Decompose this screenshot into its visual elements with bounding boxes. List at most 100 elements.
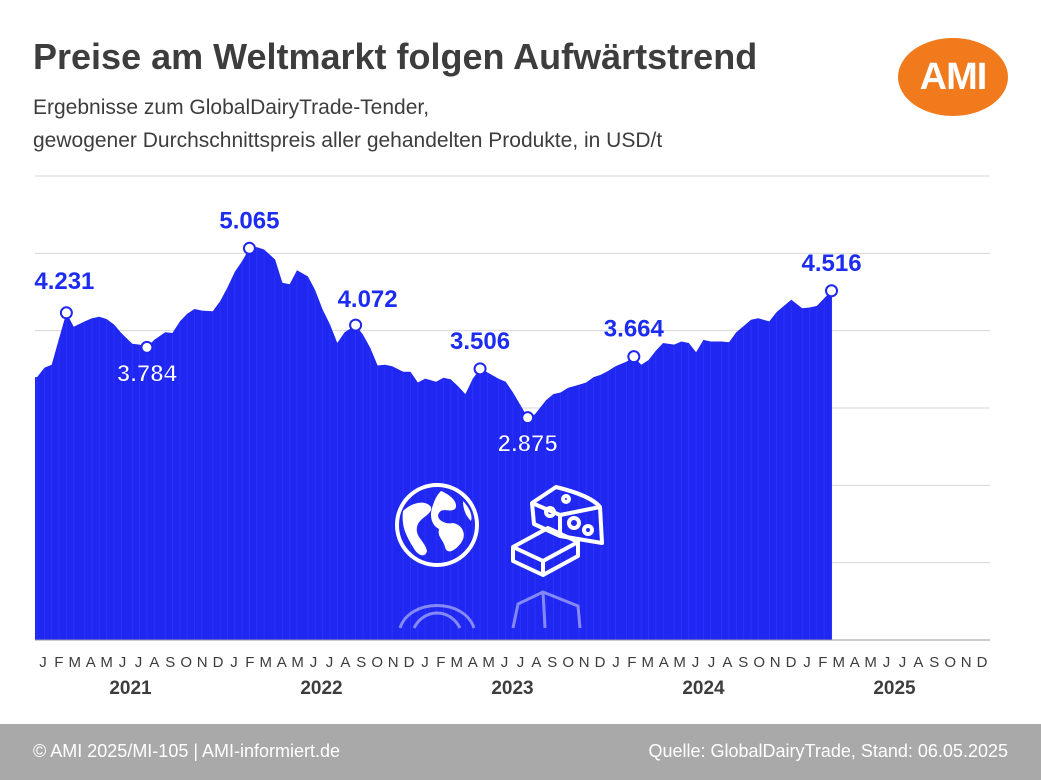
month-tick-label: S [356, 654, 366, 671]
icon-reflection [398, 590, 582, 629]
month-tick-label: M [482, 654, 495, 671]
month-tick-label: S [929, 654, 939, 671]
month-tick-label: M [833, 654, 846, 671]
month-tick-label: M [260, 654, 273, 671]
label-layer: 4.231 3.784 5.065 4.072 3.506 2.875 3.664 4.516 [34, 207, 861, 458]
month-tick-label: N [579, 654, 590, 671]
month-tick-label: O [944, 654, 956, 671]
month-tick-label: A [659, 654, 669, 671]
point-marker-4.516 [825, 284, 839, 298]
butter-block-icon [511, 526, 580, 577]
month-tick-label: N [961, 654, 972, 671]
month-tick-label: A [531, 654, 541, 671]
month-tick-label: A [86, 654, 96, 671]
month-tick-label: M [291, 654, 304, 671]
month-tick-label: S [738, 654, 748, 671]
year-label-2022: 2022 [300, 678, 342, 699]
footer-bar: © AMI 2025/MI-105 | AMI-informiert.de Qu… [0, 724, 1041, 780]
ami-logo: AMI [898, 38, 1008, 116]
data-label-5.065: 5.065 [219, 207, 279, 234]
data-label-3.506: 3.506 [450, 328, 510, 355]
area-chart: 4.231 3.784 5.065 4.072 3.506 2.875 3.664 4.516… [34, 175, 990, 699]
month-tick-label: J [230, 654, 238, 671]
month-tick-label: D [977, 654, 988, 671]
month-tick-label: D [213, 654, 224, 671]
point-marker-3.784 [140, 340, 154, 354]
data-label-4.231: 4.231 [34, 268, 94, 295]
month-tick-label: F [54, 654, 63, 671]
data-label-4.072: 4.072 [338, 286, 398, 313]
month-tick-label: A [149, 654, 159, 671]
month-tick-label: M [864, 654, 877, 671]
month-tick-label: F [436, 654, 445, 671]
month-tick-label: S [165, 654, 175, 671]
month-tick-label: J [135, 654, 143, 671]
month-tick-label: N [770, 654, 781, 671]
month-tick-label: A [277, 654, 287, 671]
month-tick-label: F [627, 654, 636, 671]
point-marker-4.072 [349, 318, 363, 332]
month-tick-label: M [69, 654, 82, 671]
year-label-2023: 2023 [491, 678, 533, 699]
year-label-2021: 2021 [109, 678, 152, 699]
chart-title: Preise am Weltmarkt folgen Aufwärtstrend [33, 36, 758, 77]
footer-copyright: © AMI 2025/MI-105 | AMI-informiert.de [33, 741, 341, 761]
point-marker-5.065 [242, 241, 256, 255]
year-label-2025: 2025 [873, 678, 916, 699]
month-tick-label: S [547, 654, 557, 671]
footer-source: Quelle: GlobalDairyTrade, Stand: 06.05.2… [648, 741, 1008, 761]
month-tick-label: A [468, 654, 478, 671]
chart-subtitle-line2: gewogener Durchschnittspreis aller gehan… [33, 129, 663, 152]
month-tick-label: M [642, 654, 655, 671]
cheese-icon [530, 485, 604, 545]
icon-layer [395, 483, 604, 629]
month-tick-label: M [451, 654, 464, 671]
price-area [35, 247, 832, 640]
point-marker-4.231 [59, 306, 73, 320]
month-tick-label: O [180, 654, 192, 671]
chart-subtitle-line1: Ergebnisse zum GlobalDairyTrade-Tender, [33, 96, 430, 119]
data-label-3.664: 3.664 [604, 316, 665, 343]
month-tick-label: M [100, 654, 113, 671]
point-marker-3.506 [473, 362, 487, 376]
data-label-4.516: 4.516 [801, 250, 861, 277]
month-tick-label: J [708, 654, 716, 671]
month-tick-label: A [340, 654, 350, 671]
month-tick-label: J [326, 654, 334, 671]
month-tick-label: J [501, 654, 509, 671]
year-label-2024: 2024 [682, 678, 725, 699]
month-tick-label: J [39, 654, 47, 671]
month-tick-label: D [595, 654, 606, 671]
month-tick-label: J [119, 654, 127, 671]
month-tick-label: N [388, 654, 399, 671]
month-tick-label: J [883, 654, 891, 671]
data-label-3.784: 3.784 [117, 360, 178, 387]
month-tick-label: A [850, 654, 860, 671]
month-tick-label: F [245, 654, 254, 671]
month-tick-label: J [517, 654, 525, 671]
month-tick-label: J [421, 654, 429, 671]
point-marker-3.664 [627, 350, 641, 364]
month-tick-label: J [899, 654, 907, 671]
point-marker-2.875 [521, 411, 535, 425]
month-tick-label: N [197, 654, 208, 671]
month-tick-label: J [612, 654, 620, 671]
data-label-2.875: 2.875 [498, 431, 558, 458]
marker-layer [59, 241, 839, 425]
area-layer [35, 247, 990, 641]
month-tick-label: O [753, 654, 765, 671]
month-tick-label: O [371, 654, 383, 671]
globe-icon [395, 483, 479, 567]
month-tick-label: M [673, 654, 686, 671]
month-tick-label: A [722, 654, 732, 671]
month-tick-label: D [786, 654, 797, 671]
month-tick-label: D [404, 654, 415, 671]
month-tick-label: J [310, 654, 318, 671]
month-tick-label: J [692, 654, 700, 671]
month-tick-label: F [818, 654, 827, 671]
month-tick-label: J [803, 654, 811, 671]
month-tick-label: A [913, 654, 923, 671]
month-tick-label: O [562, 654, 574, 671]
